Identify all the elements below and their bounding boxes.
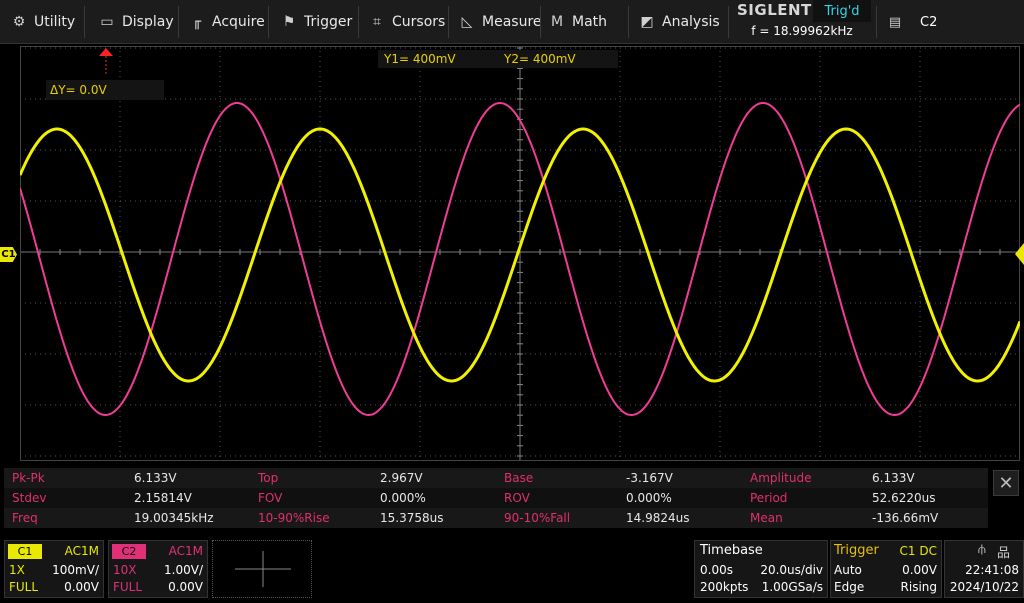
empty-channel-slot[interactable] [212,540,312,598]
c1-tag: C1 [8,544,42,559]
network-icon: 品 [997,546,1011,561]
measurement-value: 2.967V [380,471,423,485]
menu-math[interactable]: M Math [548,0,607,44]
measurement-row: Freq 19.00345kHz 10-90%Rise 15.3758us 90-10%… [4,508,988,528]
channel-c2-info[interactable]: C2 AC1M 10X 1.00V/ FULL 0.00V [108,540,208,598]
menu-utility[interactable]: ⚙ Utility [10,0,75,44]
c2-tag: C2 [112,544,146,559]
trigger-status: Trig'd [813,0,871,22]
c1-offset-marker[interactable]: C1 [0,247,17,262]
list-icon: ▤ [888,14,902,30]
measurement-panel: Pk-Pk 6.133V Top 2.967V Base -3.167V Amplitude… [4,468,988,530]
menu-trigger[interactable]: ⚑ Trigger [280,0,353,44]
waveform-display[interactable]: Y1= 400mV Y2= 400mV ΔY= 0.0V [20,46,1020,461]
trigger-position-marker[interactable] [96,44,116,76]
measurement-value: 2.15814V [134,491,192,505]
measurement-value: 6.133V [872,471,915,485]
measurement-value: 14.9824us [626,511,690,525]
monitor-icon: ▭ [100,14,114,30]
cursor-icon: ⌗ [373,14,381,30]
measurement-value: -3.167V [626,471,673,485]
measurement-value: 6.133V [134,471,177,485]
measurement-label: Top [258,471,279,485]
menu-analysis[interactable]: ◩ Analysis [638,0,719,44]
cursor-y1: Y1= 400mV [384,52,456,66]
measurement-value: 0.000% [626,491,672,505]
cursor-y2: Y2= 400mV [504,52,576,66]
measurement-label: ROV [504,491,530,505]
measurement-row: Stdev 2.15814V FOV 0.000% ROV 0.000% Period 52.… [4,488,988,508]
clock-panel: ⫛ 品 22:41:08 2024/10/22 [944,540,1024,598]
menu-bar: ⚙ Utility ▭ Display ╓ Acquire ⚑ Trigger … [0,0,1024,44]
menu-acquire[interactable]: ╓ Acquire [188,0,265,44]
math-icon: M [550,14,564,30]
measurement-label: Freq [12,511,38,525]
measurement-label: Amplitude [750,471,812,485]
measurement-value: 0.000% [380,491,426,505]
channel-c1-info[interactable]: C1 AC1M 1X 100mV/ FULL 0.00V [4,540,104,598]
measurement-label: 10-90%Rise [258,511,330,525]
measurement-label: Period [750,491,788,505]
measurement-value: 52.6220us [872,491,936,505]
trigger-level-marker[interactable] [1015,243,1024,265]
measurement-label: 90-10%Fall [504,511,571,525]
usb-icon: ⫛ [978,542,986,557]
measurement-label: Base [504,471,534,485]
cursor-delta-readout: ΔY= 0.0V [46,80,164,100]
cursor-readout-y: Y1= 400mV Y2= 400mV [378,50,618,68]
channel-c2-button[interactable]: ▤ C2 [884,0,938,44]
measurement-label: FOV [258,491,283,505]
measurement-label: Mean [750,511,783,525]
close-icon[interactable]: ✕ [993,470,1019,496]
timebase-panel[interactable]: Timebase 0.00s 20.0us/div 200kpts 1.00GS… [694,540,828,598]
c1-waveform [20,127,1020,383]
menu-measure[interactable]: ◺ Measure [458,0,542,44]
menu-cursors[interactable]: ⌗ Cursors [368,0,445,44]
waveform-traces [20,101,1020,417]
measure-icon: ◺ [461,14,473,30]
measurement-label: Stdev [12,491,47,505]
c2-waveform [20,101,1020,417]
measurement-value: -136.66mV [872,511,939,525]
brand-logo: SIGLENT [737,1,812,19]
measurement-label: Pk-Pk [12,471,45,485]
measurement-value: 19.00345kHz [134,511,214,525]
gear-icon: ⚙ [12,14,26,30]
flag-icon: ⚑ [282,14,296,30]
measurement-value: 15.3758us [380,511,444,525]
acquire-icon: ╓ [192,14,202,30]
frequency-counter: f = 18.99962kHz [751,24,853,38]
measurement-row: Pk-Pk 6.133V Top 2.967V Base -3.167V Amplitude… [4,468,988,488]
trigger-panel[interactable]: Trigger C1 DC Auto 0.00V Edge Rising [830,540,942,598]
menu-display[interactable]: ▭ Display [98,0,173,44]
analysis-icon: ◩ [640,14,654,30]
